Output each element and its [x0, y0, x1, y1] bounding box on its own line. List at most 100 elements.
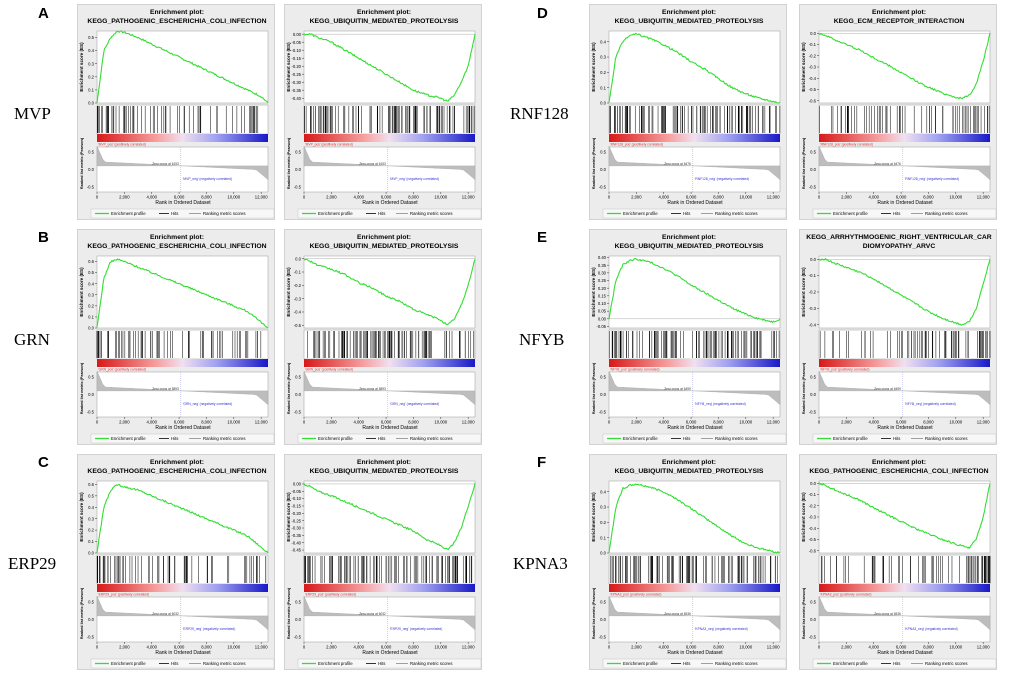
y-tick-label: -0.6 — [809, 548, 817, 553]
y-tick-label: 0.0 — [600, 101, 606, 106]
y-tick-label: -0.2 — [809, 503, 817, 508]
y-tick-label: 0.40 — [598, 255, 607, 260]
metric-tick-label: -0.5 — [809, 410, 817, 415]
y-tick-label: 0.00 — [598, 316, 607, 321]
ranking-metric-fill — [96, 146, 269, 181]
x-tick-label: 4,000 — [658, 645, 669, 650]
legend-box — [90, 433, 275, 444]
x-tick-label: 10,000 — [434, 420, 447, 425]
y-tick-label: -0.5 — [809, 537, 817, 542]
pos-correlated-label: 'MVP_pos' (positively correlated) — [98, 143, 146, 147]
enrichment-profile-line — [96, 258, 269, 329]
ranking-metric-fill — [303, 596, 476, 631]
legend-metric-label: Ranking metric scores — [410, 211, 453, 216]
y-tick-label: -0.10 — [291, 496, 301, 501]
y-axis-label-metric: Ranked list metric (Pearson) — [802, 137, 806, 189]
x-tick-label: 6,000 — [686, 195, 697, 200]
metric-plot-area — [303, 371, 476, 418]
chart-svg: Enrichment plot: KEGG_UBIQUITIN_MEDIATED_… — [286, 9, 482, 219]
pos-correlated-label: 'KPNA3_pos' (positively correlated) — [820, 593, 871, 597]
chart-subtitle: KEGG_UBIQUITIN_MEDIATED_PROTEOLYSIS — [310, 18, 459, 25]
legend-box — [90, 658, 275, 669]
x-tick-label: 8,000 — [713, 195, 724, 200]
metric-tick-label: -0.5 — [599, 410, 607, 415]
metric-plot-area — [608, 146, 781, 193]
panel-letter-d: D — [537, 5, 548, 22]
zero-cross-label: Zero cross at 6476 — [664, 162, 691, 166]
metric-plot-area — [96, 371, 269, 418]
y-axis-label-metric: Ranked list metric (Pearson) — [802, 587, 806, 639]
legend-box — [297, 433, 482, 444]
x-tick-label: 6,000 — [174, 645, 185, 650]
hits-group — [307, 331, 475, 358]
gene-label-kpna3: KPNA3 — [513, 554, 568, 573]
y-axis-label-es: Enrichment score (ES) — [801, 267, 806, 317]
y-tick-label: -0.15 — [291, 504, 301, 509]
rank-color-bar — [304, 584, 475, 592]
y-tick-label: -0.1 — [294, 270, 302, 275]
x-tick-label: 8,000 — [923, 195, 934, 200]
es-plot-area — [608, 30, 781, 104]
legend-profile-label: Enrichment profile — [318, 211, 353, 216]
y-axis-label-metric: Ranked list metric (Pearson) — [802, 362, 806, 414]
y-tick-label: -0.45 — [291, 548, 301, 553]
neg-correlated-label: 'KPNA3_neg' (negatively correlated) — [905, 627, 958, 631]
metric-plot-area — [818, 596, 991, 643]
y-tick-label: 0.00 — [293, 32, 302, 37]
hits-group — [819, 106, 991, 133]
rank-color-bar — [97, 584, 268, 592]
x-tick-label: 10,000 — [227, 645, 240, 650]
x-axis-label: Rank in Ordered Dataset — [155, 200, 211, 206]
y-axis-label-es: Enrichment score (ES) — [286, 42, 291, 92]
y-tick-label: -0.4 — [809, 526, 817, 531]
y-tick-label: 0.0 — [88, 326, 94, 331]
y-axis-label-metric: Ranked list metric (Pearson) — [80, 587, 84, 639]
neg-correlated-label: 'GRN_neg' (negatively correlated) — [183, 402, 232, 406]
es-plot-area — [303, 30, 476, 104]
metric-tick-label: 0.5 — [88, 375, 94, 380]
y-axis-label-metric: Ranked list metric (Pearson) — [287, 137, 291, 189]
y-tick-label: 0.6 — [88, 482, 94, 487]
chart-title: Enrichment plot: — [872, 459, 926, 466]
x-tick-label: 0 — [303, 420, 306, 425]
x-tick-label: 4,000 — [146, 420, 157, 425]
chart-svg: Enrichment plot: KEGG_UBIQUITIN_MEDIATED_… — [591, 459, 787, 669]
y-tick-label: 0.1 — [88, 539, 94, 544]
chart-subtitle: KEGG_PATHOGENIC_ESCHERICHIA_COLI_INFECTI… — [809, 468, 988, 475]
x-tick-label: 6,000 — [686, 645, 697, 650]
y-tick-label: 0.2 — [600, 520, 606, 525]
x-tick-label: 2,000 — [841, 195, 852, 200]
hits-group — [609, 331, 780, 358]
y-axis-label-es: Enrichment score (ES) — [591, 42, 596, 92]
chart-subtitle: KEGG_ECM_RECEPTOR_INTERACTION — [834, 18, 965, 25]
chart-svg: Enrichment plot: KEGG_UBIQUITIN_MEDIATED_… — [286, 234, 482, 444]
es-plot-area — [96, 480, 269, 554]
neg-correlated-label: 'ERP29_neg' (negatively correlated) — [183, 627, 236, 631]
enrichment-profile-line — [303, 33, 476, 102]
x-tick-label: 12,000 — [462, 420, 475, 425]
neg-correlated-label: 'MVP_neg' (negatively correlated) — [390, 177, 439, 181]
y-axis-label-metric: Ranked list metric (Pearson) — [287, 587, 291, 639]
gsea-plot-b-right: Enrichment plot: KEGG_UBIQUITIN_MEDIATED_… — [284, 229, 482, 445]
x-tick-label: 8,000 — [201, 645, 212, 650]
rank-color-bar — [609, 359, 780, 367]
hits-group — [609, 106, 781, 133]
legend-profile-label: Enrichment profile — [623, 436, 658, 441]
chart-title: Enrichment plot: — [150, 9, 204, 16]
metric-tick-label: 0.0 — [295, 167, 301, 172]
y-tick-label: 0.1 — [600, 535, 606, 540]
legend-profile-label: Enrichment profile — [318, 436, 353, 441]
enrichment-profile-line — [608, 483, 781, 554]
x-tick-label: 0 — [608, 195, 611, 200]
es-plot-area — [818, 480, 991, 554]
y-tick-label: -0.4 — [809, 76, 817, 81]
metric-tick-label: 0.0 — [600, 167, 606, 172]
x-tick-label: 8,000 — [923, 420, 934, 425]
zero-cross-label: Zero cross at 6032 — [359, 612, 386, 616]
legend-profile-label: Enrichment profile — [111, 436, 146, 441]
gsea-plot-e-right: KEGG_ARRHYTHMOGENIC_RIGHT_VENTRICULAR_CA… — [799, 229, 997, 445]
legend-box — [297, 658, 482, 669]
x-tick-label: 8,000 — [408, 195, 419, 200]
gene-label-mvp: MVP — [14, 104, 51, 123]
y-tick-label: -0.1 — [809, 273, 817, 278]
